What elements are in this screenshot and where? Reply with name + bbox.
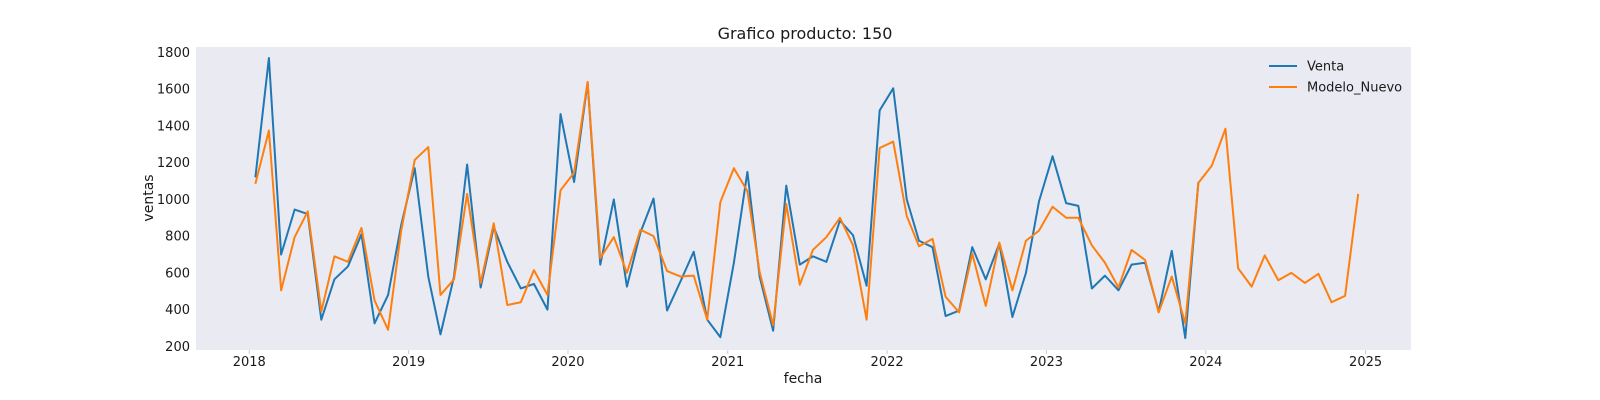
y-tick-label: 1000 <box>157 193 190 208</box>
legend: Venta Modelo_Nuevo <box>1269 60 1402 96</box>
series-line-venta <box>254 57 1200 340</box>
x-axis-label: fecha <box>784 371 823 387</box>
y-axis: 200 400 600 800 1000 1200 1400 1600 1800 <box>157 46 190 355</box>
y-tick-label: 1200 <box>157 156 190 171</box>
y-tick-label: 1800 <box>157 46 190 61</box>
y-tick-label: 1400 <box>157 119 190 134</box>
x-tick-label: 2022 <box>871 355 904 370</box>
y-tick-label: 600 <box>165 266 190 281</box>
x-tick-label: 2024 <box>1189 355 1222 370</box>
y-tick-label: 200 <box>165 340 190 355</box>
legend-label: Modelo_Nuevo <box>1307 81 1402 96</box>
series-line-modelo-nuevo <box>254 80 1360 331</box>
x-tick-label: 2025 <box>1349 355 1382 370</box>
y-tick-label: 400 <box>165 303 190 318</box>
chart-title: Grafico producto: 150 <box>718 24 893 43</box>
x-tick-label: 2021 <box>711 355 744 370</box>
y-axis-label: ventas <box>141 174 157 221</box>
x-tick-label: 2019 <box>392 355 425 370</box>
y-tick-label: 1600 <box>157 83 190 98</box>
x-tick-label: 2023 <box>1030 355 1063 370</box>
plot-area <box>196 47 1411 350</box>
x-tick-label: 2020 <box>551 355 584 370</box>
x-axis: 2018 2019 2020 2021 2022 2023 2024 2025 <box>233 350 1382 370</box>
y-tick-label: 800 <box>165 230 190 245</box>
series-layer <box>254 57 1360 340</box>
x-tick-label: 2018 <box>233 355 266 370</box>
legend-label: Venta <box>1307 60 1344 75</box>
